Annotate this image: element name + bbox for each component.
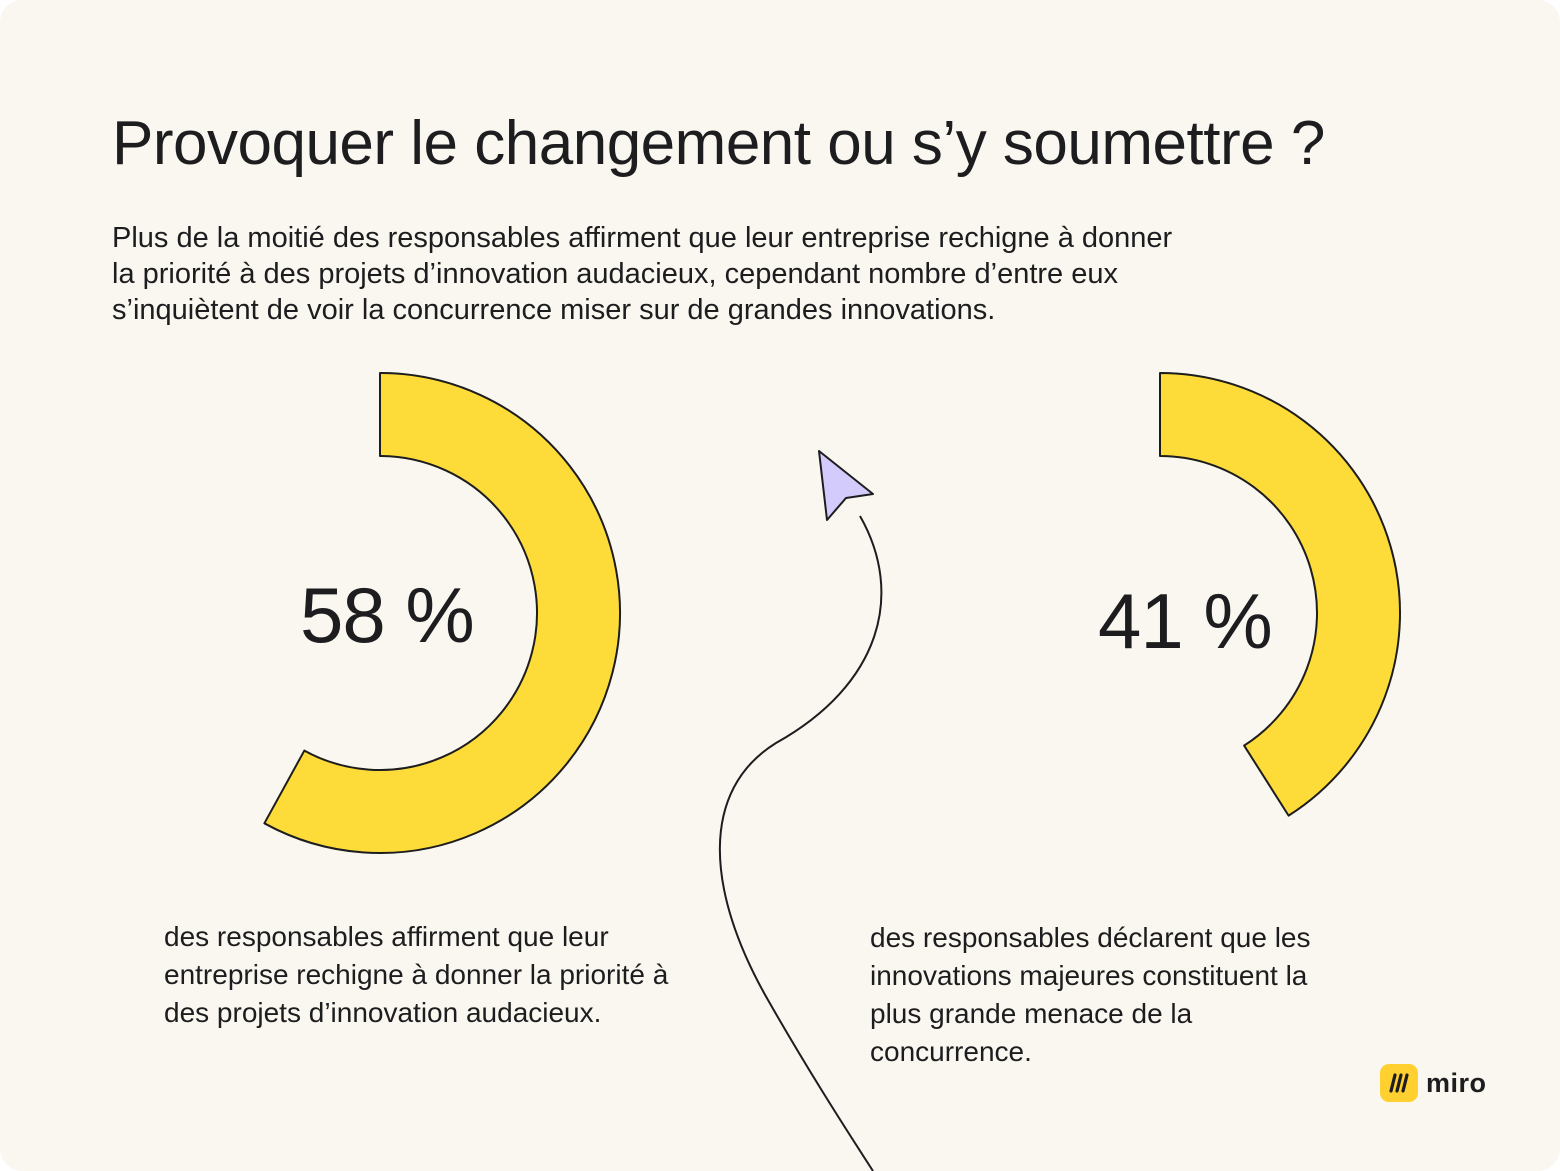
intro-paragraph: Plus de la moitié des responsables affir…: [112, 220, 1372, 328]
description-line: plus grande menace de la: [870, 998, 1193, 1029]
stat-value-left: 58 %: [300, 571, 475, 659]
description-line: concurrence.: [870, 1036, 1032, 1067]
intro-line: s’inquiètent de voir la concurrence mise…: [112, 294, 996, 326]
miro-logo: miro: [1380, 1064, 1487, 1102]
description-line: innovations majeures constituent la: [870, 960, 1308, 991]
ring-segment-58: [263, 372, 621, 854]
stat-value-right: 41 %: [1098, 577, 1273, 665]
description-line: des responsables affirment que leur: [164, 921, 609, 952]
intro-line: Plus de la moitié des responsables affir…: [112, 222, 1173, 254]
stat-description-right: des responsables déclarent que les innov…: [870, 919, 1311, 1071]
logo-wordmark: miro: [1426, 1067, 1487, 1098]
intro-line: la priorité à des projets d’innovation a…: [112, 258, 1118, 290]
stat-description-left: des responsables affirment que leur entr…: [164, 918, 668, 1032]
description-line: des projets d’innovation audacieux.: [164, 997, 602, 1028]
miro-logo-icon: [1380, 1064, 1418, 1102]
description-line: des responsables déclarent que les: [870, 922, 1311, 953]
page-title: Provoquer le changement ou s’y soumettre…: [112, 109, 1325, 178]
ring-segment-41: [1159, 372, 1401, 817]
pointer-cursor-icon: [818, 450, 874, 521]
connector-curve: [718, 515, 883, 1171]
description-line: entreprise rechigne à donner la priorité…: [164, 959, 669, 990]
